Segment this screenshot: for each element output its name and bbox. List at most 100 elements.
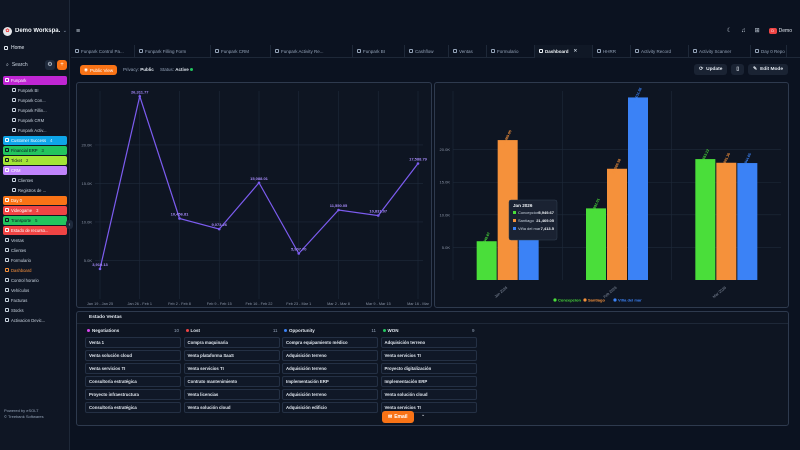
kanban-card[interactable]: Compra maquinaria <box>183 336 280 348</box>
sidebar-item[interactable]: Stocks <box>3 306 67 315</box>
kanban-card[interactable]: Venta solución cloud <box>85 349 181 361</box>
sidebar-item[interactable]: Estado de recurso... <box>3 225 67 235</box>
bell-icon[interactable]: ♫ <box>741 27 746 34</box>
tab[interactable]: Funpark CRM <box>211 44 271 58</box>
line-point[interactable] <box>376 214 380 217</box>
sidebar-home[interactable]: Home <box>4 45 24 51</box>
bar[interactable] <box>518 231 539 280</box>
sidebar-item[interactable]: Activacion Devic... <box>3 316 67 325</box>
sidebar-item[interactable]: Transporte 5 <box>3 215 67 225</box>
kanban-card[interactable]: Adquisición terreno <box>380 336 477 348</box>
bar[interactable] <box>628 97 648 281</box>
mobile-view-button[interactable]: ▯ <box>731 64 745 75</box>
sidebar-item[interactable]: Clientes <box>3 176 67 185</box>
bar[interactable] <box>607 168 627 280</box>
tab[interactable]: Cashflow <box>405 44 449 58</box>
tab[interactable]: Ventas <box>449 44 487 58</box>
kanban-card[interactable]: Consultoría estratégica <box>85 375 181 387</box>
sidebar-item[interactable]: Funpark CRM <box>3 116 67 125</box>
sidebar-item[interactable]: Ventas <box>3 236 67 245</box>
tab[interactable]: Activity Scanner <box>689 44 751 58</box>
sidebar-item[interactable]: Control horario <box>3 276 67 285</box>
line-point[interactable] <box>217 227 221 231</box>
workspace-switcher[interactable]: ✿ Demo Workspa... ⌄ <box>3 25 67 37</box>
kanban-card[interactable]: Implementación ERP <box>380 375 477 387</box>
close-icon[interactable]: ✕ <box>573 48 578 53</box>
sidebar-collapse-button[interactable]: ‹ <box>66 220 73 229</box>
theme-moon-icon[interactable]: ☾ <box>726 28 733 34</box>
bar[interactable] <box>737 163 758 280</box>
tab[interactable]: Funpark Activity Re... <box>271 44 353 58</box>
line-point[interactable] <box>297 252 301 255</box>
sidebar-item[interactable]: Funpark <box>3 76 67 85</box>
kanban-card[interactable]: Adquisición terreno <box>282 349 378 361</box>
kanban-card[interactable]: Venta servicios TI <box>85 362 181 374</box>
kanban-card[interactable]: Adquisición terreno <box>282 388 378 400</box>
kanban-card[interactable]: Consultoría estratégica <box>85 401 181 413</box>
gear-icon[interactable]: ⚙ <box>45 59 55 70</box>
kanban-column-header[interactable]: Lost 11 <box>184 326 280 335</box>
tab[interactable]: Funpark Control Pa... <box>71 44 135 58</box>
tab[interactable]: HHRR <box>593 44 631 58</box>
tab[interactable]: Formulario <box>487 44 535 58</box>
line-point[interactable] <box>337 208 340 212</box>
line-point[interactable] <box>98 267 102 271</box>
email-button[interactable]: ✉ Email <box>382 411 414 423</box>
kanban-card[interactable]: Adquisición edificio <box>282 401 378 413</box>
kanban-card[interactable]: Proyecto infraestructura <box>85 388 181 400</box>
kanban-column-header[interactable]: Negotiations 10 <box>85 326 181 335</box>
sidebar-item[interactable]: Funpark BI <box>3 86 67 95</box>
sidebar-item[interactable]: Financial ERP 3 <box>3 145 67 155</box>
tab[interactable]: Day 0 Repo <box>751 44 787 58</box>
kanban-card[interactable]: Contrato mantenimiento <box>183 375 280 387</box>
sidebar-item[interactable]: Dashboard <box>3 266 67 275</box>
menu-icon[interactable]: ≡ <box>76 28 81 35</box>
sidebar-item[interactable]: Videogame 3 <box>3 205 67 215</box>
bar[interactable] <box>497 140 518 280</box>
add-button[interactable]: + <box>57 59 67 70</box>
public-view-badge[interactable]: ◉ Public View <box>80 65 118 75</box>
edit-mode-button[interactable]: ✎ Edit Mode <box>748 64 788 75</box>
bar[interactable] <box>716 162 737 280</box>
kanban-card[interactable]: Compra equipamiento médico <box>282 336 378 348</box>
sidebar-search[interactable]: ⌕ Search <box>3 59 43 70</box>
sidebar-item[interactable]: Formulario <box>3 256 67 265</box>
line-point[interactable] <box>138 95 142 98</box>
sidebar-item[interactable]: Registros de ... <box>3 186 67 195</box>
kanban-card[interactable]: Venta servicios TI <box>380 401 477 413</box>
sidebar-item[interactable]: Customer Success 4 <box>3 135 67 145</box>
kanban-column-header[interactable]: WON 9 <box>381 326 477 335</box>
sidebar-item[interactable]: Funpark Fillin... <box>3 106 67 115</box>
kanban-card[interactable]: Venta solución cloud <box>380 388 477 400</box>
kanban-card[interactable]: Proyecto digitalización <box>380 362 477 374</box>
kanban-card[interactable]: Venta licencias <box>183 388 280 400</box>
bar[interactable] <box>586 208 606 280</box>
bar[interactable] <box>476 241 497 280</box>
sidebar-item[interactable]: Facturas <box>3 296 67 305</box>
kanban-card[interactable]: Venta solución cloud <box>183 401 280 413</box>
tab-active[interactable]: Dashboard ✕ <box>535 44 593 58</box>
tab[interactable]: Activity Record <box>631 44 689 58</box>
sidebar-item[interactable]: Clientes <box>3 246 67 255</box>
sidebar-item[interactable]: Day 0 <box>3 195 67 205</box>
kanban-column-header[interactable]: Opportunity 11 <box>282 326 378 335</box>
line-point[interactable] <box>178 217 181 220</box>
kanban-card[interactable]: Venta servicios TI <box>380 349 477 361</box>
chevron-down-icon[interactable]: ⌄ <box>421 412 426 418</box>
tab[interactable]: Funpark Filling Form <box>135 44 211 58</box>
grid-icon[interactable]: ⊞ <box>754 28 760 34</box>
kanban-card[interactable]: Adquisición terreno <box>282 362 378 374</box>
kanban-card[interactable]: Implementación ERP <box>282 375 378 387</box>
sidebar-item[interactable]: Vehículos <box>3 286 67 295</box>
sidebar-item[interactable]: CRM <box>3 165 67 175</box>
kanban-card[interactable]: Venta plataforma SaaS <box>183 349 280 361</box>
tab[interactable]: Funpark BI <box>353 44 405 58</box>
kanban-card[interactable]: Venta servicios TI <box>183 362 280 374</box>
line-point[interactable] <box>416 162 420 165</box>
kanban-card[interactable]: Venta 1 <box>85 336 181 348</box>
sidebar-item[interactable]: Funpark Activ... <box>3 126 67 135</box>
line-point[interactable] <box>257 181 261 185</box>
sidebar-item[interactable]: Ticket 2 <box>3 155 67 165</box>
user-menu[interactable]: D Demo <box>768 27 792 34</box>
update-button[interactable]: ⟳ Update <box>694 64 728 75</box>
